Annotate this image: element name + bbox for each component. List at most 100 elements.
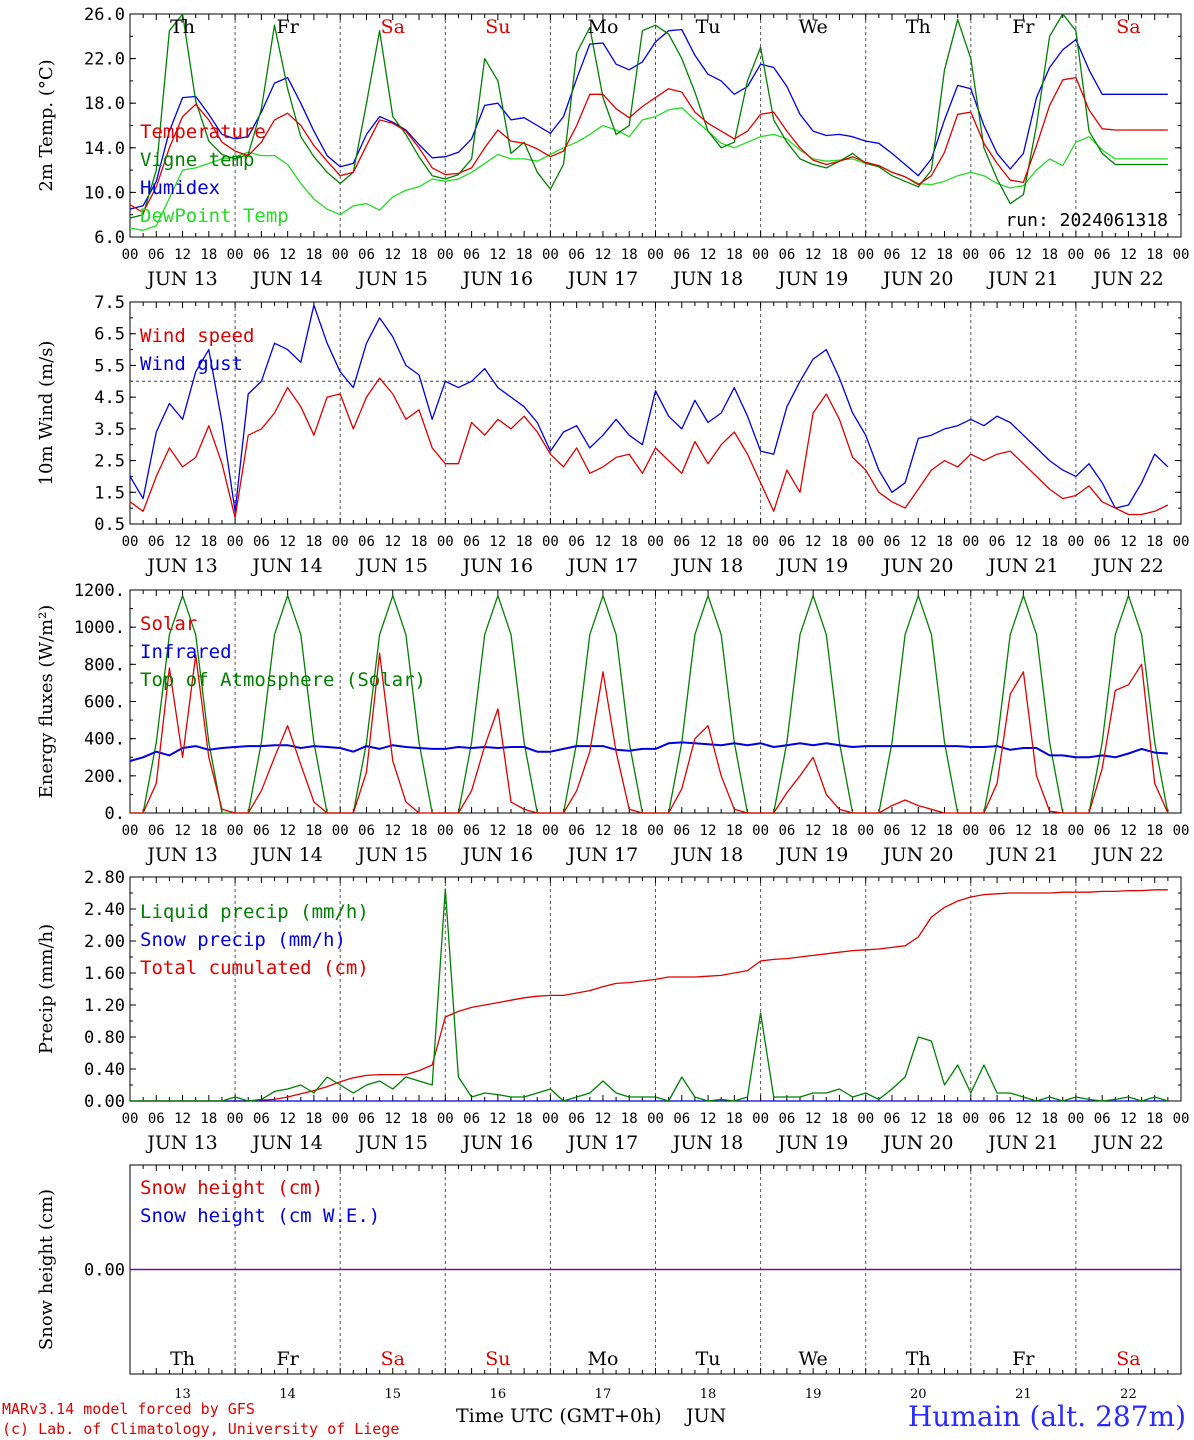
- weekday-label: Th: [170, 1348, 195, 1370]
- hour-label: 12: [489, 823, 506, 839]
- hour-label: 00: [1067, 247, 1084, 263]
- weekday-label: Fr: [1012, 1348, 1035, 1370]
- hour-label: 12: [1120, 823, 1137, 839]
- weekday-label: Sa: [1116, 1348, 1140, 1370]
- weekday-label: Mo: [587, 1348, 618, 1370]
- hour-label: 12: [384, 1111, 401, 1127]
- hour-label: 06: [358, 1111, 375, 1127]
- hour-label: 18: [621, 534, 638, 550]
- hour-label: 12: [1015, 534, 1032, 550]
- day-number: 18: [700, 1387, 717, 1402]
- weekday-label: Th: [906, 1348, 931, 1370]
- y-axis-label: Precip (mm/h): [36, 924, 57, 1054]
- hour-label: 06: [778, 1111, 795, 1127]
- date-label: JUN 21: [986, 268, 1058, 290]
- hour-label: 00: [857, 1111, 874, 1127]
- date-label: JUN 20: [881, 268, 953, 290]
- legend-entry: DewPoint Temp: [140, 205, 289, 227]
- hour-label: 06: [253, 1111, 270, 1127]
- hour-label: 18: [936, 823, 953, 839]
- hour-label: 18: [200, 1111, 217, 1127]
- hour-label: 00: [1173, 247, 1190, 263]
- hour-label: 00: [647, 247, 664, 263]
- series-line-blue: [129, 28, 1168, 210]
- legend-entry: Wind speed: [140, 325, 254, 347]
- hour-label: 12: [174, 1111, 191, 1127]
- day-number: 14: [279, 1387, 296, 1402]
- hour-label: 12: [174, 534, 191, 550]
- hour-label: 12: [1015, 823, 1032, 839]
- date-label: JUN 21: [986, 555, 1058, 577]
- hour-label: 18: [1146, 823, 1163, 839]
- date-label: JUN 22: [1091, 268, 1163, 290]
- hour-label: 06: [358, 823, 375, 839]
- ytick-label: 4.5: [94, 388, 125, 408]
- ytick-label: 3.5: [94, 420, 125, 440]
- hour-label: 18: [200, 823, 217, 839]
- hour-label: 06: [253, 823, 270, 839]
- hour-label: 18: [1146, 534, 1163, 550]
- series-line-red: [129, 76, 1168, 214]
- hour-label: 12: [700, 534, 717, 550]
- day-number: 21: [1015, 1387, 1032, 1402]
- hour-label: 12: [595, 1111, 612, 1127]
- hour-label: 00: [332, 1111, 349, 1127]
- legend-entry: Snow precip (mm/h): [140, 929, 346, 951]
- series-line-red: [129, 377, 1169, 519]
- station-name: Humain (alt. 287m): [907, 1400, 1186, 1433]
- date-label: JUN 18: [671, 1132, 743, 1154]
- hour-label: 00: [752, 247, 769, 263]
- hour-label: 18: [726, 534, 743, 550]
- hour-label: 12: [489, 1111, 506, 1127]
- date-label: JUN 16: [461, 268, 533, 290]
- hour-label: 12: [595, 534, 612, 550]
- weekday-label: Sa: [381, 16, 405, 38]
- plot-frame: [129, 13, 1182, 238]
- hour-label: 06: [989, 534, 1006, 550]
- hour-label: 18: [936, 247, 953, 263]
- hour-label: 12: [279, 823, 296, 839]
- hour-label: 18: [1146, 247, 1163, 263]
- panel-2: 0.5 1.5 2.5 3.5 4.5 5.5 6.5 7.5 10m Wind (m/s) Wi…: [36, 293, 1189, 577]
- date-label: JUN 20: [881, 1132, 953, 1154]
- hour-label: 06: [1094, 247, 1111, 263]
- footer-credit: (c) Lab. of Climatology, University of L…: [2, 1420, 400, 1438]
- date-label: JUN 14: [250, 555, 322, 577]
- hour-label: 18: [831, 247, 848, 263]
- ytick-label: 1000.: [74, 618, 125, 638]
- hour-label: 00: [542, 247, 559, 263]
- date-label: JUN 14: [250, 1132, 322, 1154]
- weekday-label: We: [799, 16, 828, 38]
- ytick-label: 1.5: [94, 483, 125, 503]
- hour-label: 00: [857, 534, 874, 550]
- ytick-label: 7.5: [94, 293, 125, 313]
- hour-label: 18: [305, 823, 322, 839]
- hour-label: 00: [227, 823, 244, 839]
- date-label: JUN 17: [566, 844, 638, 866]
- hour-label: 06: [778, 534, 795, 550]
- hour-label: 12: [700, 247, 717, 263]
- ytick-label: 0.00: [84, 1261, 125, 1281]
- hour-label: 18: [936, 534, 953, 550]
- hour-label: 06: [358, 247, 375, 263]
- hour-label: 00: [437, 823, 454, 839]
- y-axis-label: Energy fluxes (W/m²): [36, 605, 57, 799]
- hour-label: 00: [752, 1111, 769, 1127]
- hour-label: 12: [384, 247, 401, 263]
- day-number: 20: [910, 1387, 927, 1402]
- series-line-red: [130, 889, 1168, 1102]
- hour-label: 18: [516, 247, 533, 263]
- hour-label: 06: [989, 1111, 1006, 1127]
- date-label: JUN 19: [776, 844, 848, 866]
- ytick-label: 2.40: [84, 900, 125, 920]
- series-line-red: [130, 652, 1169, 814]
- hour-label: 06: [148, 534, 165, 550]
- hour-label: 00: [332, 534, 349, 550]
- hour-label: 18: [411, 823, 428, 839]
- hour-label: 00: [227, 247, 244, 263]
- hour-label: 12: [910, 1111, 927, 1127]
- weekday-label: Sa: [1116, 16, 1140, 38]
- ytick-label: 400.: [84, 730, 125, 750]
- hour-label: 18: [1146, 1111, 1163, 1127]
- hour-label: 06: [148, 823, 165, 839]
